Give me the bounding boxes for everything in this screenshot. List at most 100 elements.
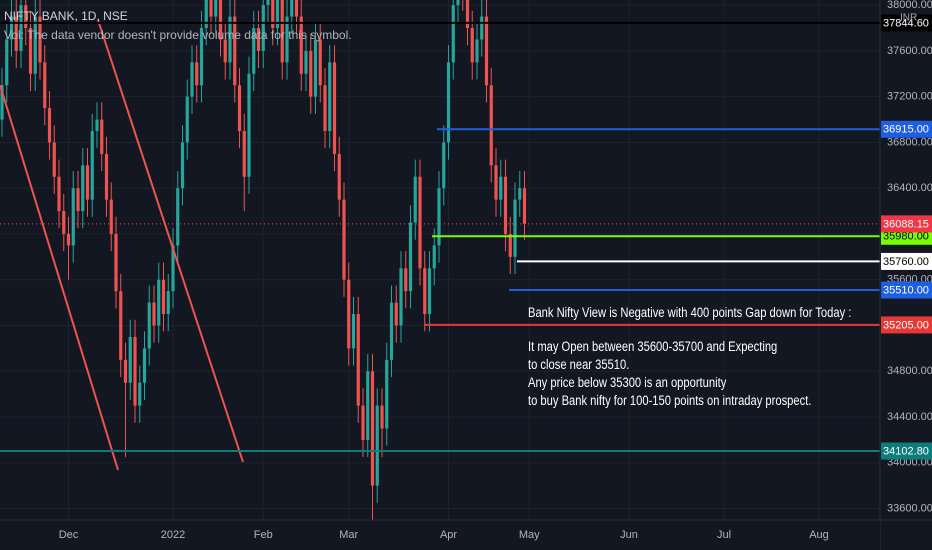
time-axis xyxy=(0,520,880,550)
candle-body xyxy=(142,348,147,383)
candle-body xyxy=(33,16,37,74)
price-tag-label: 36088.15 xyxy=(883,218,929,230)
y-tick-label: 34800.00 xyxy=(887,365,932,377)
candle-body xyxy=(470,28,474,63)
candle-body xyxy=(366,371,370,440)
candle-body xyxy=(304,50,308,74)
chart-subtitle: Vol: The data vendor doesn't provide vol… xyxy=(4,28,352,42)
x-tick-label: Mar xyxy=(339,529,358,541)
x-tick-label: Apr xyxy=(440,529,457,541)
levels xyxy=(0,21,880,453)
candle-body xyxy=(394,302,398,326)
y-tick-label: 34400.00 xyxy=(887,411,932,423)
candle-body xyxy=(271,0,275,29)
candle-body xyxy=(290,0,294,17)
candle-body xyxy=(195,62,199,86)
x-tick-label: Jul xyxy=(717,529,731,541)
trend-line xyxy=(97,19,244,463)
candle-body xyxy=(456,0,460,6)
candle-body xyxy=(318,39,322,86)
annotation-line: Any price below 35300 is an opportunity xyxy=(528,375,727,390)
candle-body xyxy=(223,39,227,63)
candle-body xyxy=(442,142,446,189)
candle-body xyxy=(489,85,493,166)
candle-body xyxy=(513,199,517,257)
candle-body xyxy=(71,188,75,246)
candle-body xyxy=(28,28,33,74)
candle-body xyxy=(351,314,356,349)
candle-body xyxy=(228,16,232,63)
x-tick-label: Dec xyxy=(59,529,79,541)
candle-body xyxy=(247,73,251,177)
candle-body xyxy=(361,405,365,440)
candle-body xyxy=(280,0,284,63)
candle-body xyxy=(342,199,346,280)
candle-body xyxy=(484,16,489,86)
chart-title: NIFTY BANK, 1D, NSE xyxy=(4,9,128,23)
candle-body xyxy=(76,188,80,212)
candle-body xyxy=(323,85,327,132)
annotation-line: to close near 35510. xyxy=(528,357,629,372)
candle-body xyxy=(114,233,118,292)
y-tick-label: 34000.00 xyxy=(887,457,932,469)
candle-body xyxy=(24,5,28,29)
candle-body xyxy=(157,279,161,326)
candle-body xyxy=(413,176,417,223)
candle-body xyxy=(328,62,332,132)
x-tick-label: Aug xyxy=(809,529,829,541)
price-tag xyxy=(881,252,932,270)
candle-body xyxy=(85,165,90,200)
candle-body xyxy=(180,142,185,189)
candle-body xyxy=(332,62,337,154)
candle-body xyxy=(123,359,128,383)
annotation: Bank Nifty View is Negative with 400 poi… xyxy=(528,305,851,408)
candle-body xyxy=(313,39,318,97)
candle-body xyxy=(370,371,375,486)
candle-body xyxy=(81,165,85,212)
price-tag-label: 35510.00 xyxy=(883,284,929,296)
candle-body xyxy=(214,0,218,17)
y-tick-label: 36800.00 xyxy=(887,136,932,148)
y-tick-label: 38000.00 xyxy=(887,0,932,11)
candle-body xyxy=(52,142,56,177)
candle-body xyxy=(43,62,47,109)
price-tag xyxy=(881,215,932,233)
candle-body xyxy=(252,28,256,74)
candle-body xyxy=(176,188,180,246)
candle-body xyxy=(494,165,498,200)
candle-body xyxy=(237,85,242,132)
candle-body xyxy=(204,0,208,29)
candle-body xyxy=(256,28,261,51)
candle-body xyxy=(152,302,156,326)
annotation-line: to buy Bank nifty for 100-150 points on … xyxy=(528,393,811,408)
candle-body xyxy=(475,39,479,63)
candle-body xyxy=(95,119,99,132)
candle-body xyxy=(199,28,204,86)
candle-body xyxy=(418,176,422,269)
candle-body xyxy=(9,16,14,40)
price-tag-label: 35760.00 xyxy=(883,256,929,268)
candle-body xyxy=(133,336,137,406)
candle-body xyxy=(218,0,223,40)
candle-body xyxy=(356,314,360,406)
price-tag-label: 34102.80 xyxy=(883,445,929,457)
candle-body xyxy=(375,405,379,486)
candle-body xyxy=(57,176,61,212)
candle-body xyxy=(275,0,280,29)
candle-body xyxy=(508,233,512,257)
trend-line xyxy=(0,84,119,471)
price-tag xyxy=(881,14,932,32)
x-tick-label: May xyxy=(519,529,540,541)
candle-body xyxy=(233,16,237,86)
price-tag-label: 35980.00 xyxy=(883,231,929,243)
candle-body xyxy=(0,85,4,120)
price-tag xyxy=(881,316,932,334)
candle-body xyxy=(128,336,132,383)
candle-body xyxy=(62,211,66,234)
candle-body xyxy=(380,405,384,429)
annotation-line: Bank Nifty View is Negative with 400 poi… xyxy=(528,305,851,320)
candle-body xyxy=(19,5,23,51)
candle-body xyxy=(138,382,142,406)
